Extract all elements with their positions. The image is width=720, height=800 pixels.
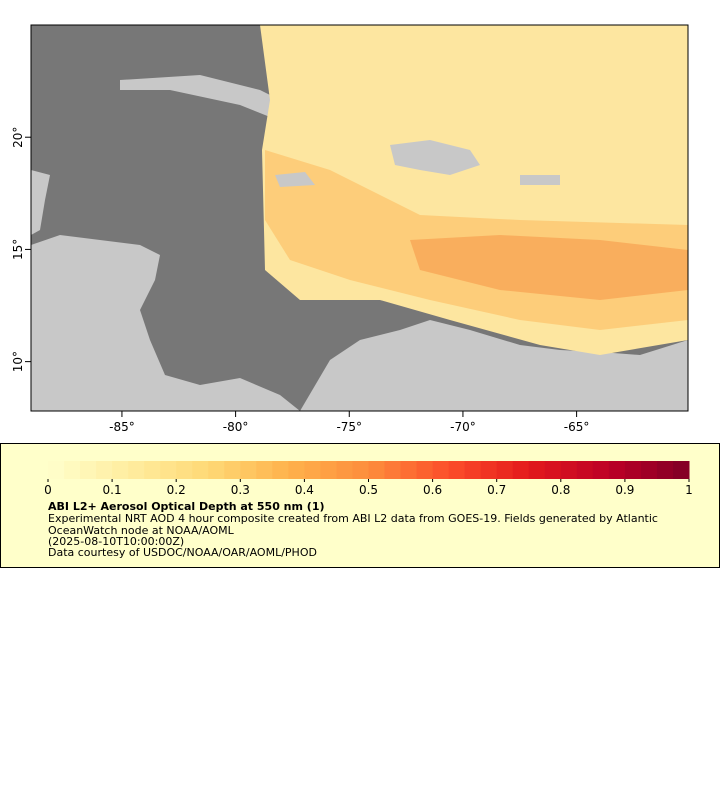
land [390,140,480,175]
colorbar-tick-label: 0.6 [423,483,442,497]
colorbar-cell [64,461,81,479]
colorbar-cell [48,461,65,479]
colorbar-cell [96,461,113,479]
x-tick-label: -80° [223,420,249,434]
colorbar-cell [384,461,402,479]
colorbar-cell [544,461,562,479]
colorbar-cell [240,461,257,479]
y-tick-label: 15° [11,239,25,260]
colorbar-cell [368,461,386,479]
colorbar-tick-label: 1 [685,483,693,497]
colorbar-tick-label: 0.4 [295,483,314,497]
legend-time: (2025-08-10T10:00:00Z) [48,535,185,548]
colorbar-tick-label: 0.8 [551,483,570,497]
x-tick-label: -65° [564,420,590,434]
colorbar-cell [112,461,129,479]
land [275,172,315,187]
colorbar-cell [288,461,305,479]
map-frame [30,24,689,412]
colorbar-cell [160,461,177,479]
legend-credit: Data courtesy of USDOC/NOAA/OAR/AOML/PHO… [48,546,317,559]
colorbar-tick-label: 0.1 [103,483,122,497]
colorbar-cell [192,461,209,479]
colorbar-cell [224,461,241,479]
x-tick-label: -75° [336,420,362,434]
colorbar-tick-label: 0 [44,483,52,497]
y-tick-label: 10° [11,351,25,372]
legend-title: ABI L2+ Aerosol Optical Depth at 550 nm … [48,500,325,513]
x-tick-label: -85° [109,420,135,434]
colorbar-cell [576,461,594,479]
legend-panel: 0 0.1 0.2 0.3 0.4 0.5 0.6 0.7 0.8 0.9 1 ABI L2+ Ae… [0,443,720,568]
colorbar-cell [480,461,498,479]
colorbar-cell [432,461,450,479]
colorbar-cell [560,461,578,479]
legend-description: Experimental NRT AOD 4 hour composite cr… [48,512,658,537]
colorbar-cell [128,461,145,479]
x-tick-label: -70° [450,420,476,434]
colorbar-cell [624,461,642,479]
colorbar-cell [656,461,674,479]
colorbar-cell [336,461,353,479]
colorbar-cell [640,461,658,479]
colorbar-cell [272,461,289,479]
colorbar-cell [400,461,418,479]
colorbar-cell [352,461,369,479]
land [300,320,688,411]
colorbar-tick-label: 0.7 [487,483,506,497]
colorbar-tick-label: 0.2 [167,483,186,497]
colorbar-cell [496,461,514,479]
colorbar-cell [464,461,482,479]
colorbar-tick-label: 0.9 [615,483,634,497]
colorbar-cell [256,461,273,479]
y-tick-label: 20° [11,127,25,148]
colorbar-cell [208,461,225,479]
colorbar-cell [80,461,97,479]
colorbar-cell [144,461,161,479]
aerosol-field [410,235,688,300]
colorbar-tick-label: 0.3 [231,483,250,497]
colorbar-cell [592,461,610,479]
colorbar-cell [528,461,546,479]
colorbar-cell [320,461,337,479]
colorbar-cell [176,461,193,479]
colorbar-tick-label: 0.5 [359,483,378,497]
land [31,235,300,411]
land [31,170,50,235]
colorbar-cell [304,461,321,479]
colorbar-cell [608,461,626,479]
colorbar-cell [416,461,434,479]
map: -85° -80° -75° -70° -65° 10° 15° 20° [11,24,689,434]
colorbar-cell [448,461,466,479]
colorbar-cell [512,461,530,479]
land [520,175,560,185]
colorbar-cell [672,461,690,479]
colorbar: 0 0.1 0.2 0.3 0.4 0.5 0.6 0.7 0.8 0.9 1 [44,461,693,497]
